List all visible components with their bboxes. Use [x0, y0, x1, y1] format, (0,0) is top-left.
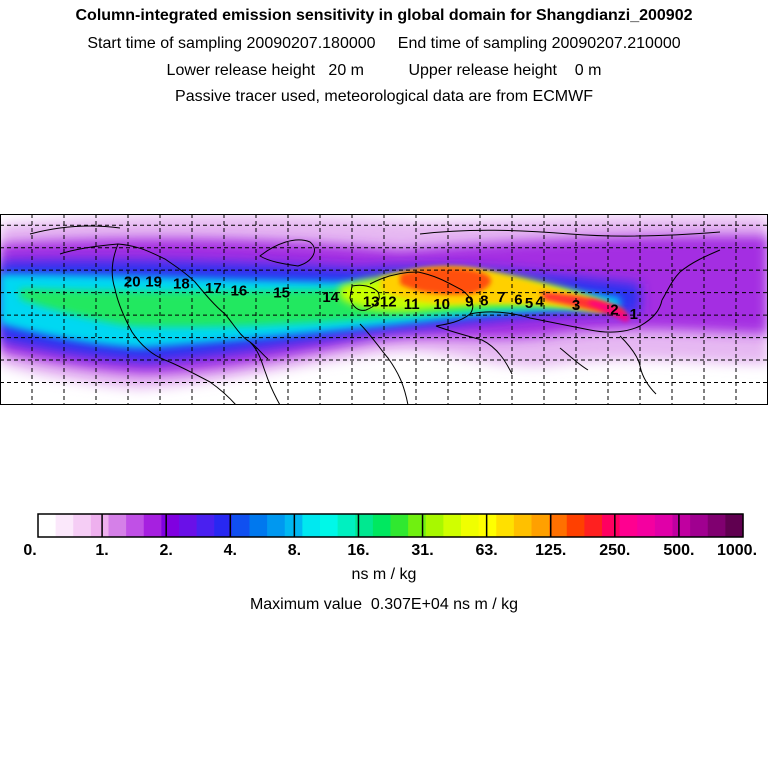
colorbar-swatch	[707, 514, 726, 537]
colorbar-swatch	[161, 514, 180, 537]
sampling-time-line: Start time of sampling 20090207.180000 E…	[87, 35, 681, 52]
colorbar-tick-label: 16.	[347, 542, 369, 559]
colorbar-swatch	[513, 514, 533, 537]
colorbar-swatch	[637, 514, 656, 537]
colorbar-tick-label: 8.	[288, 542, 301, 559]
colorbar-swatch	[267, 514, 286, 537]
colorbar-swatch	[408, 514, 427, 537]
track-label-15: 15	[273, 285, 290, 302]
track-label-13: 13	[363, 294, 380, 311]
track-label-14: 14	[322, 289, 339, 306]
colorbar-swatch	[337, 514, 356, 537]
colorbar-swatch	[566, 514, 585, 537]
tracer-info-line: Passive tracer used, meteorological data…	[175, 88, 593, 105]
colorbar-swatch	[302, 514, 321, 537]
colorbar-tick-label: 63.	[476, 542, 498, 559]
colorbar-swatch	[196, 514, 215, 537]
map-title: Column-integrated emission sensitivity i…	[75, 7, 693, 24]
track-label-6: 6	[514, 291, 522, 308]
track-label-17: 17	[205, 280, 222, 297]
track-label-3: 3	[572, 297, 580, 314]
maximum-value-label: Maximum value 0.307E+04 ns m / kg	[249, 596, 519, 613]
track-label-5: 5	[525, 295, 533, 312]
colorbar-swatch	[478, 514, 497, 537]
colorbar-tick-label: 125.	[535, 542, 566, 559]
track-label-1: 1	[630, 306, 638, 323]
colorbar-tick-label: 1000.	[717, 542, 757, 559]
track-label-10: 10	[433, 296, 450, 313]
lat-lon-grid	[0, 214, 768, 405]
colorbar-swatch	[690, 514, 709, 537]
colorbar-tick-label: 0.	[23, 542, 36, 559]
track-label-9: 9	[465, 294, 473, 311]
colorbar-swatch	[108, 514, 127, 537]
colorbar-swatch	[355, 514, 374, 537]
colorbar-swatch	[126, 514, 145, 537]
release-height-line: Lower release height 20 m Upper release …	[166, 62, 602, 79]
colorbar-swatch	[654, 514, 674, 537]
colorbar-tick-label: 2.	[160, 542, 173, 559]
colorbar-swatch	[672, 514, 691, 537]
track-label-16: 16	[231, 282, 248, 299]
colorbar-swatch	[55, 514, 74, 537]
colorbar-swatch	[619, 514, 638, 537]
colorbar-swatch	[143, 514, 162, 537]
track-label-11: 11	[404, 296, 420, 313]
colorbar-tick-label: 1.	[95, 542, 108, 559]
colorbar-legend: 0. 1. 2. 4. 8. 16. 31. 63. 125. 250. 500. 1000.	[23, 513, 757, 559]
colorbar-swatch	[73, 514, 92, 537]
track-label-2: 2	[610, 302, 618, 319]
colorbar-swatch	[443, 514, 462, 537]
colorbar-unit-label: ns m / kg	[351, 566, 417, 583]
colorbar-swatch	[249, 514, 268, 537]
colorbar-swatch	[496, 514, 515, 537]
colorbar-swatch	[320, 514, 339, 537]
track-label-20: 20	[124, 273, 141, 290]
colorbar-swatch	[461, 514, 480, 537]
track-label-8: 8	[480, 293, 488, 310]
colorbar-swatch	[90, 514, 110, 537]
colorbar-swatch	[38, 514, 57, 537]
colorbar-swatch	[425, 514, 444, 537]
colorbar-swatch	[214, 514, 233, 537]
colorbar-swatch	[372, 514, 392, 537]
colorbar-tick-label: 31.	[411, 542, 433, 559]
colorbar-swatch	[231, 514, 251, 537]
colorbar-swatch	[725, 514, 744, 537]
colorbar-swatch	[549, 514, 568, 537]
colorbar-swatch	[584, 514, 603, 537]
colorbar-tick-label: 4.	[224, 542, 237, 559]
colorbar-tick-label: 500.	[663, 542, 694, 559]
colorbar-swatch	[531, 514, 550, 537]
track-label-12: 12	[380, 294, 397, 311]
colorbar-swatch	[390, 514, 409, 537]
colorbar-tick-label: 250.	[599, 542, 630, 559]
colorbar-swatch	[602, 514, 621, 537]
track-label-7: 7	[497, 289, 505, 306]
track-label-18: 18	[173, 276, 190, 293]
colorbar-swatch	[179, 514, 198, 537]
coastlines	[29, 225, 721, 405]
track-label-4: 4	[536, 294, 545, 311]
track-label-19: 19	[145, 273, 162, 290]
colorbar-frame	[37, 513, 744, 538]
